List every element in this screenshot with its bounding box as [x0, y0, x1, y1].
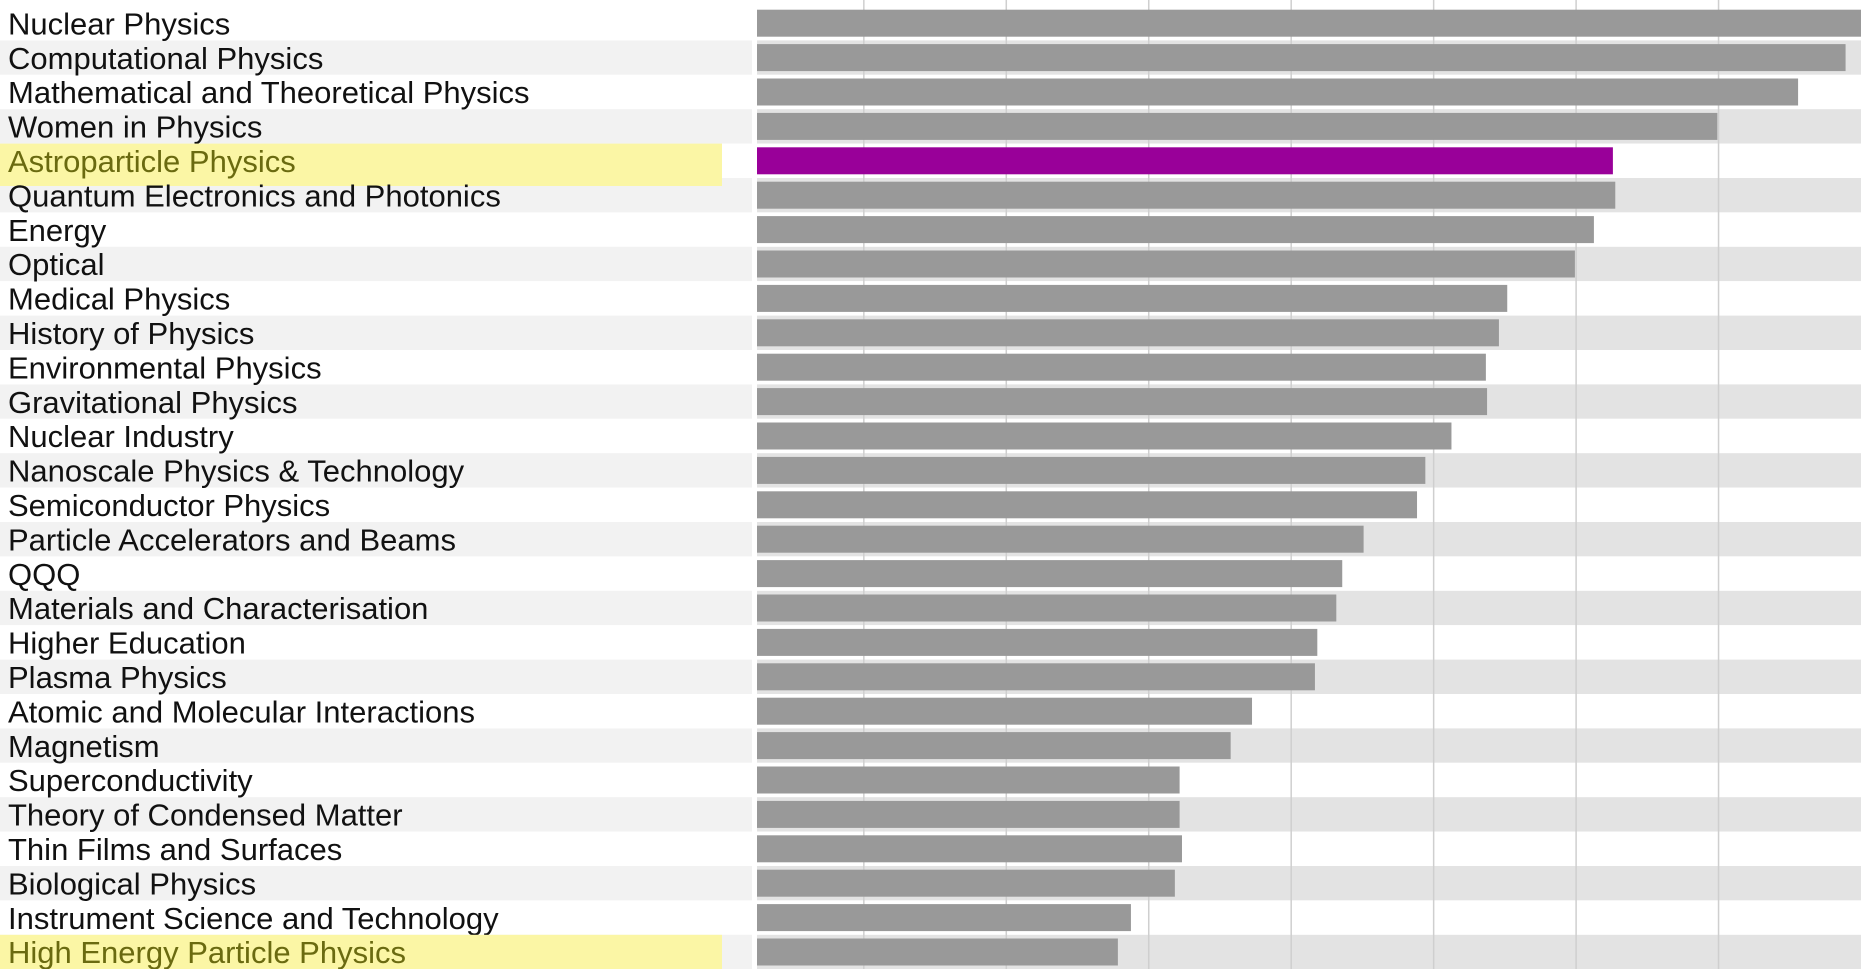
bar-16 [757, 525, 1364, 553]
category-label: Instrument Science and Technology [8, 901, 499, 936]
bar-4 [757, 112, 1718, 140]
label-row-band [0, 625, 752, 660]
label-row-band [0, 900, 752, 935]
category-label: Materials and Characterisation [8, 591, 428, 626]
bar-17 [757, 560, 1343, 588]
bar-26 [757, 869, 1175, 897]
label-row-band [0, 109, 752, 144]
label-highlight [0, 143, 722, 186]
category-label: Superconductivity [8, 763, 253, 798]
category-label: Gravitational Physics [8, 385, 297, 420]
bar-25 [757, 835, 1182, 863]
label-row-band [0, 350, 752, 385]
label-row-band [0, 556, 752, 591]
bar-19 [757, 628, 1318, 656]
label-row-band [0, 6, 752, 41]
bar-20 [757, 663, 1315, 691]
bar-2 [757, 44, 1846, 72]
category-label: Atomic and Molecular Interactions [8, 694, 475, 729]
label-row-band [0, 831, 752, 866]
bar-24 [757, 800, 1180, 828]
bar-27 [757, 904, 1131, 932]
label-row-band [0, 694, 752, 729]
category-label: Astroparticle Physics [8, 144, 296, 179]
label-row-band [0, 315, 752, 350]
category-label: Medical Physics [8, 282, 230, 317]
category-label: Particle Accelerators and Beams [8, 522, 456, 557]
bar-21 [757, 697, 1253, 725]
bar-9 [757, 284, 1508, 312]
bar-28 [757, 938, 1118, 966]
bar-7 [757, 216, 1594, 244]
label-row-band [0, 246, 752, 282]
bar-1 [757, 9, 1861, 37]
category-label: Theory of Condensed Matter [8, 798, 403, 833]
label-row-band [0, 384, 752, 419]
label-row-band [0, 797, 752, 832]
category-label: High Energy Particle Physics [8, 935, 406, 969]
category-label: Women in Physics [8, 110, 262, 145]
bar-15 [757, 491, 1418, 519]
label-row-band [0, 728, 752, 763]
bar-23 [757, 766, 1180, 794]
category-label: Mathematical and Theoretical Physics [8, 75, 530, 110]
label-row-band [0, 659, 752, 694]
category-label: History of Physics [8, 316, 254, 351]
bar-14 [757, 456, 1426, 484]
label-row-band [0, 487, 752, 522]
category-label: Nuclear Physics [8, 6, 230, 41]
label-row-band [0, 212, 752, 247]
category-label: Semiconductor Physics [8, 488, 330, 523]
bar-13 [757, 422, 1452, 450]
label-row-band [0, 762, 752, 798]
label-row-band [0, 74, 752, 110]
bar-11 [757, 353, 1486, 381]
label-row-band [0, 453, 752, 488]
label-row-band [0, 590, 752, 626]
bar-22 [757, 732, 1231, 760]
label-row-band [0, 522, 752, 557]
category-label: Energy [8, 213, 107, 248]
category-label: Computational Physics [8, 41, 323, 76]
label-row-band [0, 866, 752, 901]
category-label: QQQ [8, 557, 80, 592]
bar-3 [757, 78, 1799, 106]
bar-8 [757, 250, 1575, 278]
bar-18 [757, 594, 1337, 622]
bar-10 [757, 319, 1499, 347]
category-label: Thin Films and Surfaces [8, 832, 342, 867]
category-label: Environmental Physics [8, 350, 322, 385]
category-label: Higher Education [8, 626, 246, 661]
category-label: Optical [8, 247, 104, 282]
bar-12 [757, 388, 1488, 416]
bar-6 [757, 181, 1616, 209]
label-row-band [0, 418, 752, 454]
bar-5 [757, 147, 1613, 175]
category-label: Magnetism [8, 729, 160, 764]
label-row-band [0, 281, 752, 316]
category-label: Quantum Electronics and Photonics [8, 178, 501, 213]
category-label: Plasma Physics [8, 660, 227, 695]
category-label: Nanoscale Physics & Technology [8, 454, 465, 489]
bars [757, 9, 1861, 966]
category-label: Nuclear Industry [8, 419, 234, 454]
category-label: Biological Physics [8, 866, 256, 901]
label-row-band [0, 40, 752, 75]
label-highlight [0, 934, 722, 969]
